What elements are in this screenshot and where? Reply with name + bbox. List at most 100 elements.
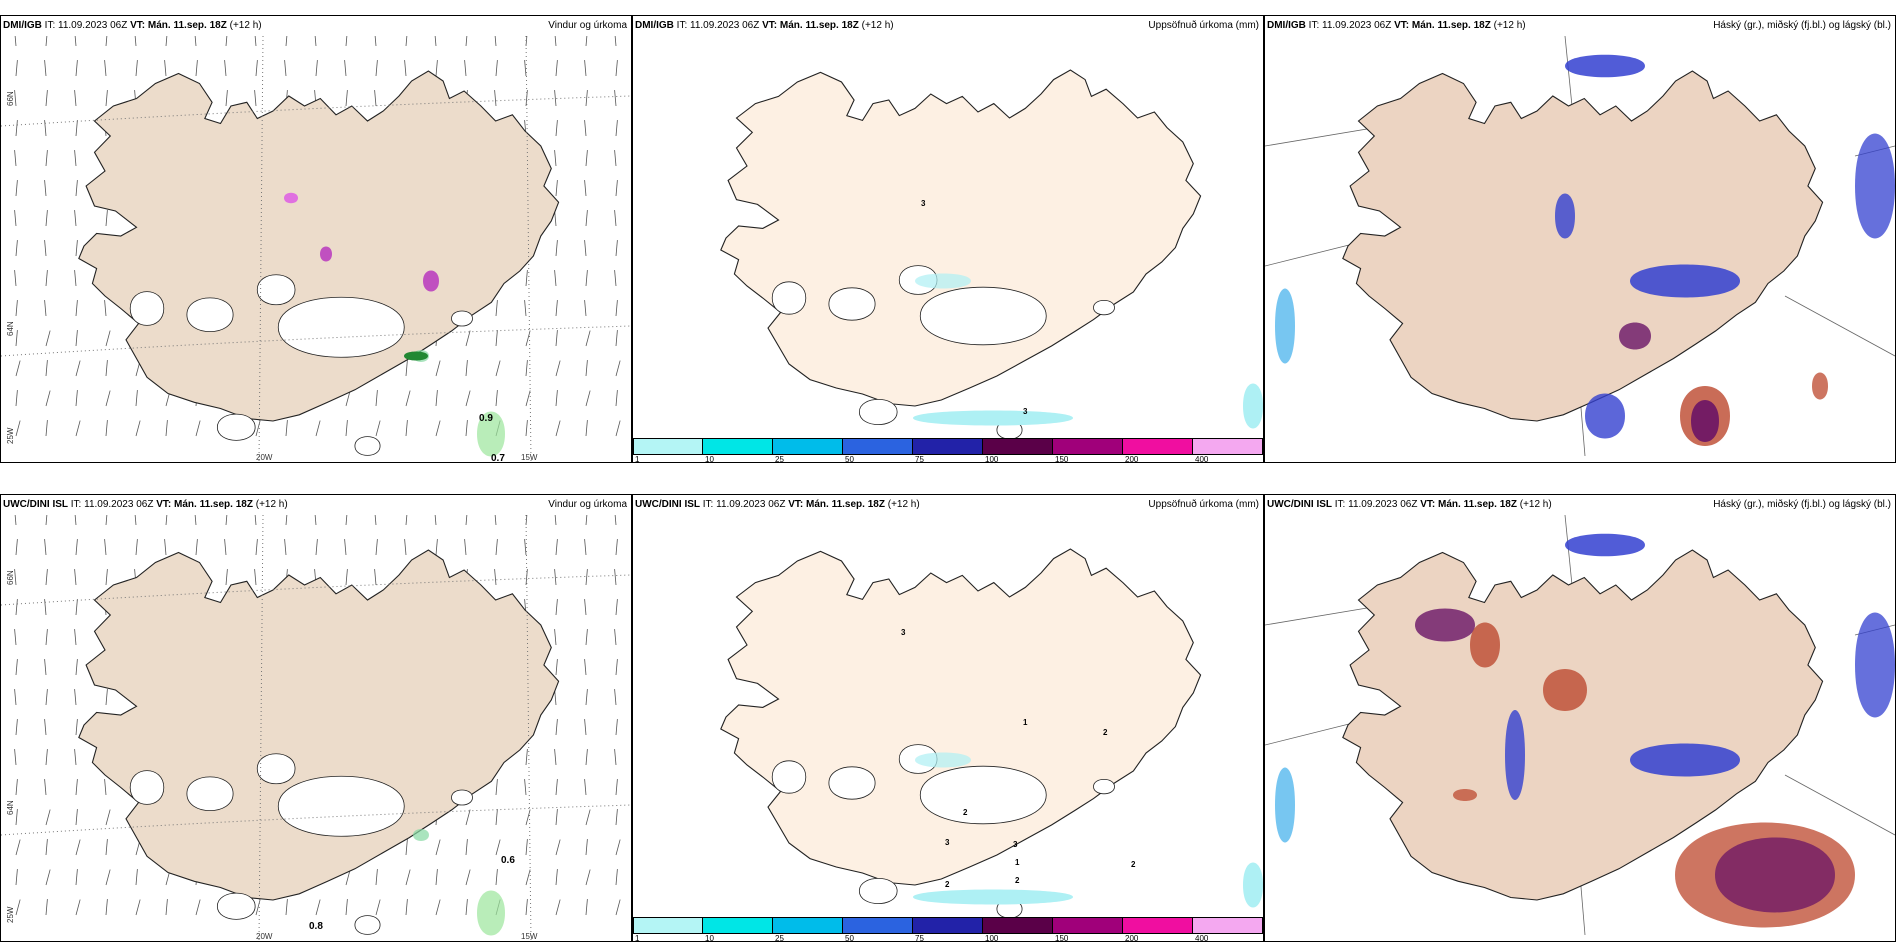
wind-barb [134,515,137,526]
wind-barb [555,809,558,826]
panel-title: Uppsöfnuð úrkoma (mm) [1148,499,1259,510]
high-cloud-area [1415,608,1475,642]
wind-barb [465,390,471,407]
wind-barb [45,869,51,886]
wind-barb [465,330,471,347]
wind-barb [45,515,48,526]
wind-barb [554,270,557,287]
wind-barb [615,390,618,407]
wind-barb [75,899,81,916]
wind-barb [525,749,528,766]
precip-contour-label: 2 [1015,876,1020,885]
glacier-outline [858,399,898,425]
wind-barb [315,899,321,916]
wind-barb [465,809,471,826]
wind-barb [165,899,168,916]
wind-barb [345,515,348,526]
coord-label: 20W [256,453,273,462]
wind-barb [345,390,351,407]
glacier-outline [256,274,296,305]
wind-barb [315,539,318,556]
panel-dmi-wind[interactable]: DMI/IGB IT: 11.09.2023 06Z VT: Mán. 11.s… [0,15,632,463]
wind-barb [435,869,438,886]
glacier-outline [828,287,876,321]
wind-barb [165,36,168,47]
wind-barb [224,539,227,556]
colorbar-segment [983,438,1053,455]
colorbar-tick-label: 25 [775,934,784,942]
wind-barb [525,360,528,377]
wind-barb [584,659,587,676]
panel-dmi-precip[interactable]: DMI/IGB IT: 11.09.2023 06Z VT: Mán. 11.s… [632,15,1264,463]
wind-barb [284,60,287,77]
wind-barb [555,599,558,616]
wind-barb [105,869,111,886]
wind-barb [374,515,377,526]
precip-contour-label: 1 [1015,858,1020,867]
coord-label: 64N [6,800,15,815]
panel-uwc-wind[interactable]: UWC/DINI ISL IT: 11.09.2023 06Z VT: Mán.… [0,494,632,942]
colorbar-segment [703,438,773,455]
wind-barb [44,240,47,257]
wind-barb [585,360,588,377]
wind-barb [555,60,558,77]
cloud-map [1265,515,1895,936]
precip-areas [913,752,1263,908]
mid-cloud-area [1855,612,1895,718]
wind-barb [615,869,618,886]
wind-barb [194,515,197,526]
colorbar-tick-label: 25 [775,455,784,463]
wind-barb [165,420,168,437]
mid-cloud-area [1630,743,1740,777]
wind-barb [45,899,48,916]
colorbar-segment [773,438,843,455]
wind-barb [45,36,48,47]
wind-barb [585,36,588,47]
wind-barb [585,390,591,407]
precip-contour-label: 3 [1023,407,1028,416]
colorbar-tick-label: 1 [635,934,640,942]
precip-contour-label: 2 [1103,728,1108,737]
wind-barb [615,719,618,736]
wind-barb [45,330,51,347]
wind-barb [74,150,77,167]
wind-barb [585,569,588,586]
wind-barb [75,330,78,347]
colorbar-tick-label: 75 [915,934,924,942]
wind-barb [44,180,47,197]
glacier-outline [277,296,405,358]
wind-barb [15,599,18,616]
panel-dmi-cloud[interactable]: DMI/IGB IT: 11.09.2023 06Z VT: Mán. 11.s… [1264,15,1896,463]
precip-contour-label: 1 [1023,718,1028,727]
wind-barb [15,240,18,257]
wind-barb [135,899,141,916]
glacier-outline [186,776,234,812]
wind-barb [164,60,167,77]
wind-barb [14,36,17,47]
precip-value-label: 0.6 [501,855,515,866]
wind-barb [375,899,381,916]
wind-barb [15,60,18,77]
wind-barb [465,515,468,526]
wind-barb [405,869,411,886]
wind-barb [435,839,441,856]
wind-barb [105,809,111,826]
wind-barb [465,420,468,437]
colorbar-segment [773,917,843,934]
wind-barb [614,90,617,107]
precip-area [1243,862,1263,908]
wind-barb [584,719,587,736]
panel-uwc-precip[interactable]: UWC/DINI ISL IT: 11.09.2023 06Z VT: Mán.… [632,494,1264,942]
panel-uwc-cloud[interactable]: UWC/DINI ISL IT: 11.09.2023 06Z VT: Mán.… [1264,494,1896,942]
wind-barb [195,539,198,556]
high-cloud-area [1619,322,1651,350]
wind-barb [555,420,561,437]
wind-barb [554,569,557,586]
wind-barb [285,420,288,437]
wind-barb [555,120,558,137]
wind-barb [165,515,168,526]
colorbar-tick-label: 400 [1195,934,1209,942]
wind-barb [45,390,51,407]
precip-value-label: 0.9 [479,413,493,424]
wind-barb [495,60,498,77]
